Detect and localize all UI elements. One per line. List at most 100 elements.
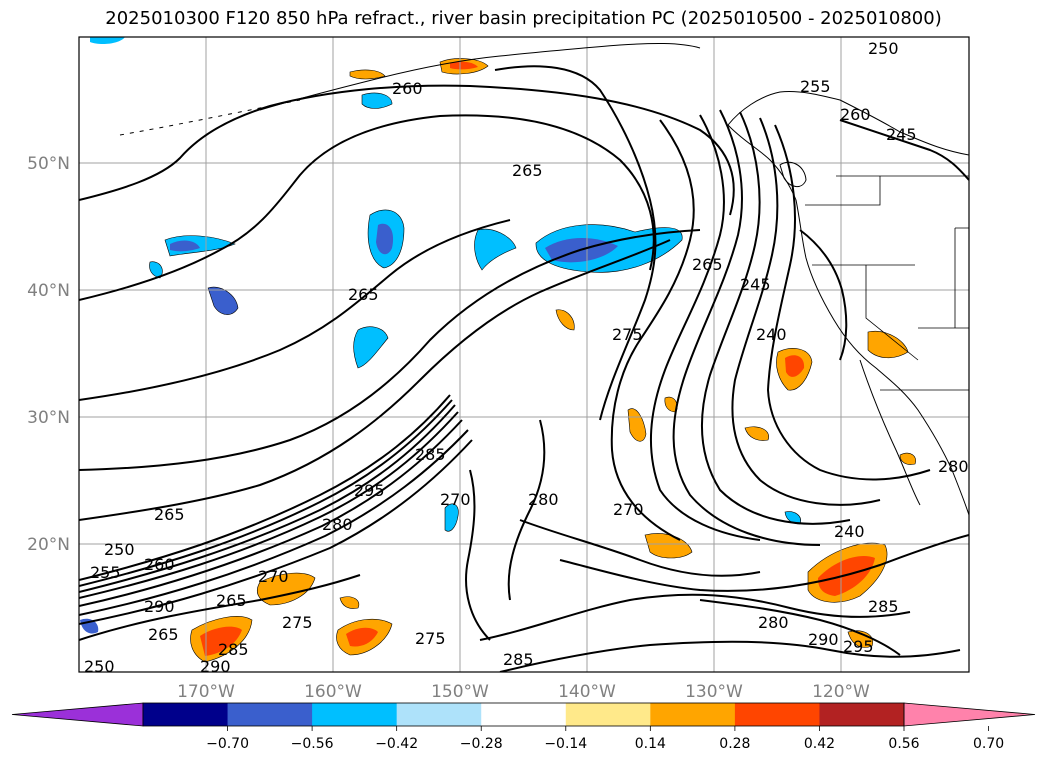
colorbar-segment [143, 703, 229, 726]
map-panel: 250 260 255 245 260 265 265 245 240 275 … [78, 36, 970, 676]
contour-label: 260 [840, 105, 871, 124]
contour-line [699, 599, 901, 656]
contour-line [79, 229, 701, 471]
alaska-peninsula-coast [259, 42, 701, 111]
positive-anomaly-core [450, 61, 478, 70]
baja-coast [859, 359, 921, 506]
contour-line [700, 111, 851, 525]
negative-anomaly-region [90, 37, 125, 45]
contour-labels: 250 260 255 245 260 265 265 245 240 275 … [84, 39, 969, 676]
negative-anomaly-core [376, 223, 394, 255]
lon-label-130w: 130°W [685, 682, 743, 702]
contour-line [479, 593, 911, 641]
contour-line [79, 114, 655, 301]
colorbar-segment [312, 703, 398, 726]
colorbar-segment [819, 703, 905, 726]
contour-label: 265 [692, 255, 723, 274]
contour-line [79, 239, 671, 521]
positive-anomaly-core [200, 626, 242, 656]
lon-label-170w: 170°W [177, 682, 235, 702]
colorbar: −0.70 −0.56 −0.42 −0.28 −0.14 0.14 0.28 0.42 0.5… [11, 702, 1036, 752]
contour-line [499, 640, 961, 672]
contour-label: 255 [90, 563, 121, 582]
colorbar-tick-label: −0.14 [544, 736, 587, 752]
longitude-axis: 170°W 160°W 150°W 140°W 130°W 120°W [177, 682, 870, 702]
positive-anomaly-region [349, 69, 386, 80]
contour-label: 285 [503, 650, 534, 669]
contour-line-jet [79, 429, 469, 616]
contour-label: 265 [148, 625, 179, 644]
positive-anomaly-core [785, 355, 805, 377]
colorbar-outline [142, 702, 905, 727]
contour-label: 245 [886, 125, 917, 144]
positive-anomaly-region [555, 309, 575, 331]
contour-line [79, 574, 361, 641]
contour-line [79, 84, 735, 216]
contour-label: 290 [200, 657, 231, 676]
colorbar-segment [734, 703, 820, 726]
contour-label: 270 [613, 500, 644, 519]
contour-line [507, 419, 546, 601]
map-frame [78, 36, 970, 673]
colorbar-extend-low [11, 702, 144, 727]
colorbar-tick-label: 0.42 [804, 736, 835, 752]
contour-line [519, 519, 761, 577]
colorbar-segment [565, 703, 651, 726]
contour-label: 270 [258, 567, 289, 586]
contour-label: 295 [843, 637, 874, 656]
contour-label: 270 [440, 490, 471, 509]
contour-label: 250 [84, 657, 115, 676]
contour-label: 280 [938, 457, 969, 476]
lon-label-150w: 150°W [431, 682, 489, 702]
negative-anomaly-region [474, 228, 517, 271]
negative-anomaly-region [353, 326, 389, 369]
contour-label: 265 [512, 161, 543, 180]
contour-line [494, 65, 657, 421]
contour-label: 265 [216, 591, 247, 610]
lon-label-140w: 140°W [558, 682, 616, 702]
contour-label: 280 [528, 490, 559, 509]
colorbar-tick-label: −0.56 [291, 736, 334, 752]
colorbar-tick-label: 0.28 [719, 736, 750, 752]
contour-label: 280 [758, 613, 789, 632]
negative-anomaly-region [207, 286, 239, 315]
negative-anomaly-region [149, 261, 163, 279]
contour-line [465, 469, 491, 641]
positive-anomaly-core [346, 627, 378, 647]
positive-anomaly-region [644, 533, 693, 559]
lat-label-40n: 40°N [27, 281, 70, 301]
vancouver-island [779, 161, 807, 187]
contour-label: 255 [800, 77, 831, 96]
colorbar-segment [481, 703, 567, 726]
negative-anomaly-region [361, 92, 393, 109]
contour-line [649, 114, 761, 541]
refractivity-contours [79, 65, 969, 672]
state-border-ca-east [954, 227, 969, 328]
contour-line [766, 124, 931, 481]
contour-line-jet [79, 411, 459, 599]
coastlines [119, 42, 969, 516]
colorbar-segment [650, 703, 736, 726]
contour-label: 285 [868, 597, 899, 616]
contour-label: 245 [740, 275, 771, 294]
lat-label-20n: 20°N [27, 535, 70, 555]
colorbar-tick-label: 0.70 [973, 736, 1004, 752]
colorbar-tick-label: 0.56 [888, 736, 919, 752]
positive-anomaly-region [899, 452, 916, 465]
colorbar-segment [396, 703, 482, 726]
contour-label: 260 [392, 79, 423, 98]
negative-anomaly-region [444, 503, 459, 532]
contour-line [839, 119, 969, 181]
contour-label: 250 [104, 540, 135, 559]
contour-line [559, 534, 969, 592]
negative-anomaly-core [170, 240, 200, 252]
contour-label: 240 [834, 522, 865, 541]
lat-label-50n: 50°N [27, 154, 70, 174]
contour-label: 275 [612, 325, 643, 344]
contour-line-jet [79, 419, 463, 607]
contour-label: 275 [282, 613, 313, 632]
colorbar-segment [227, 703, 313, 726]
contour-line [672, 109, 821, 546]
shaded-anomaly-regions [80, 37, 916, 663]
contour-label: 280 [322, 515, 353, 534]
